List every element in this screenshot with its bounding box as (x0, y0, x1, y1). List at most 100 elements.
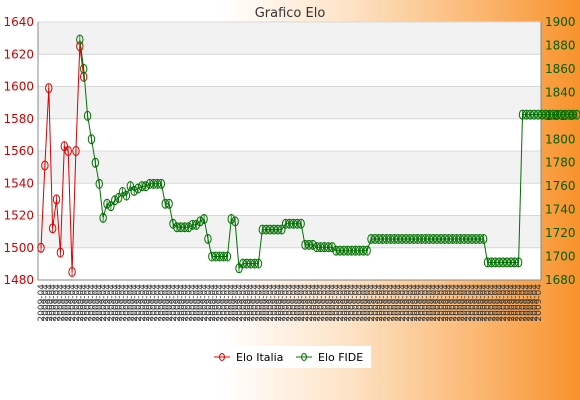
x-tick-label: 2009-04 (418, 284, 428, 322)
x-tick-label: 2009-04 (119, 284, 129, 322)
x-tick-label: 2009-04 (56, 284, 66, 322)
x-tick-label: 2009-04 (390, 284, 400, 322)
x-tick-label: 2009-04 (495, 284, 505, 322)
right-tick-label: 1700 (545, 250, 576, 264)
x-tick-label: 2009-04 (344, 284, 354, 322)
x-tick-label: 2009-04 (406, 284, 416, 322)
x-tick-label: 2009-04 (445, 284, 455, 322)
x-tick-label: 2009-04 (355, 284, 365, 322)
x-tick-label: 2009-04 (254, 284, 264, 322)
x-tick-label: 2009-04 (503, 284, 513, 322)
x-tick-label: 2009-04 (410, 284, 420, 322)
x-tick-label: 2009-04 (367, 284, 377, 322)
x-tick-label: 2009-04 (359, 284, 369, 322)
x-tick-label: 2009-04 (153, 284, 163, 322)
x-tick-label: 2009-04 (289, 284, 299, 322)
x-tick-label: 2009-04 (336, 284, 346, 322)
x-tick-label: 2009-04 (107, 284, 117, 322)
x-tick-label: 2009-04 (216, 284, 226, 322)
x-tick-label: 2009-04 (324, 284, 334, 322)
elo-italia-line (40, 46, 85, 272)
x-tick-label: 2009-04 (84, 284, 94, 322)
legend-marker-elo-italia (214, 353, 230, 361)
left-tick-label: 1500 (3, 241, 34, 255)
x-tick-label: 2009-04 (91, 284, 101, 322)
x-tick-label: 2009-04 (386, 284, 396, 322)
legend-label-elo-italia: Elo Italia (236, 351, 283, 364)
x-tick-label: 2009-04 (511, 284, 521, 322)
x-tick-label: 2009-04 (282, 284, 292, 322)
right-tick-label: 1740 (545, 203, 576, 217)
x-tick-label: 2009-04 (169, 284, 179, 322)
x-tick-label: 2009-04 (484, 284, 494, 322)
x-tick-label: 2009-04 (188, 284, 198, 322)
x-tick-label: 2009-04 (142, 284, 152, 322)
x-tick-label: 2009-04 (320, 284, 330, 322)
x-tick-label: 2009-04 (515, 284, 525, 322)
x-tick-label: 2009-04 (491, 284, 501, 322)
x-tick-label: 2009-04 (526, 284, 536, 322)
left-tick-label: 1480 (3, 273, 34, 287)
x-tick-label: 2009-04 (332, 284, 342, 322)
x-tick-label: 2009-04 (309, 284, 319, 322)
x-tick-label: 2009-04 (204, 284, 214, 322)
x-tick-label: 2009-04 (452, 284, 462, 322)
x-tick-label: 2009-04 (53, 284, 63, 322)
chart-title: Grafico Elo (255, 6, 326, 21)
x-tick-label: 2009-04 (340, 284, 350, 322)
x-tick-label: 2009-04 (305, 284, 315, 322)
gridlines (38, 21, 541, 281)
x-tick-label: 2009-04 (219, 284, 229, 322)
x-tick-label: 2009-04 (507, 284, 517, 322)
x-tick-label: 2009-04 (363, 284, 373, 322)
x-tick-label: 2009-04 (173, 284, 183, 322)
x-tick-label: 2009-04 (522, 284, 532, 322)
x-tick-label: 2009-04 (437, 284, 447, 322)
x-tick-label: 2009-04 (76, 284, 86, 322)
x-tick-label: 2009-04 (196, 284, 206, 322)
x-tick-label: 2009-04 (449, 284, 459, 322)
x-tick-label: 2009-04 (270, 284, 280, 322)
legend-point (219, 353, 225, 361)
legend: Elo Italia Elo FIDE (205, 346, 371, 368)
left-tick-label: 1620 (3, 47, 34, 61)
legend-label-elo-fide: Elo FIDE (318, 351, 363, 364)
axes (37, 22, 542, 281)
x-tick-label: 2009-04 (301, 284, 311, 322)
x-tick-label: 2009-04 (414, 284, 424, 322)
right-tick-label: 1780 (545, 156, 576, 170)
x-tick-label: 2009-04 (130, 284, 140, 322)
x-tick-label: 2009-04 (192, 284, 202, 322)
x-tick-label: 2009-04 (235, 284, 245, 322)
legend-marker-elo-fide (296, 353, 312, 361)
right-tick-label: 1720 (545, 226, 576, 240)
x-tick-label: 2009-04 (460, 284, 470, 322)
x-tick-label: 2009-04 (185, 284, 195, 322)
x-tick-label: 2009-04 (150, 284, 160, 322)
x-tick-label: 2009-04 (45, 284, 55, 322)
x-tick-label: 2009-04 (352, 284, 362, 322)
x-tick-label: 2009-04 (37, 284, 47, 322)
x-tick-label: 2009-04 (425, 284, 435, 322)
x-tick-label: 2009-04 (161, 284, 171, 322)
right-tick-label: 1800 (545, 132, 576, 146)
x-tick-label: 2009-04 (274, 284, 284, 322)
x-tick-label: 2009-04 (464, 284, 474, 322)
x-tick-label: 2009-04 (122, 284, 132, 322)
x-tick-label: 2009-04 (313, 284, 323, 322)
left-tick-label: 1640 (3, 15, 34, 29)
x-tick-label: 2009-04 (286, 284, 296, 322)
x-tick-label: 2009-04 (534, 284, 544, 322)
left-tick-label: 1600 (3, 80, 34, 94)
series-elo-fide (76, 34, 580, 274)
x-tick-label: 2009-04 (518, 284, 528, 322)
x-tick-label: 2009-04 (239, 284, 249, 322)
x-tick-label: 2009-04 (177, 284, 187, 322)
plot-band (38, 151, 541, 184)
series-elo-italia (37, 41, 88, 277)
x-tick-label: 2009-04 (394, 284, 404, 322)
right-axis-ticks: 1680170017201740176017801800182018401860… (545, 15, 576, 287)
x-tick-label: 2009-04 (103, 284, 113, 322)
x-tick-label: 2009-04 (243, 284, 253, 322)
x-tick-label: 2009-04 (433, 284, 443, 322)
